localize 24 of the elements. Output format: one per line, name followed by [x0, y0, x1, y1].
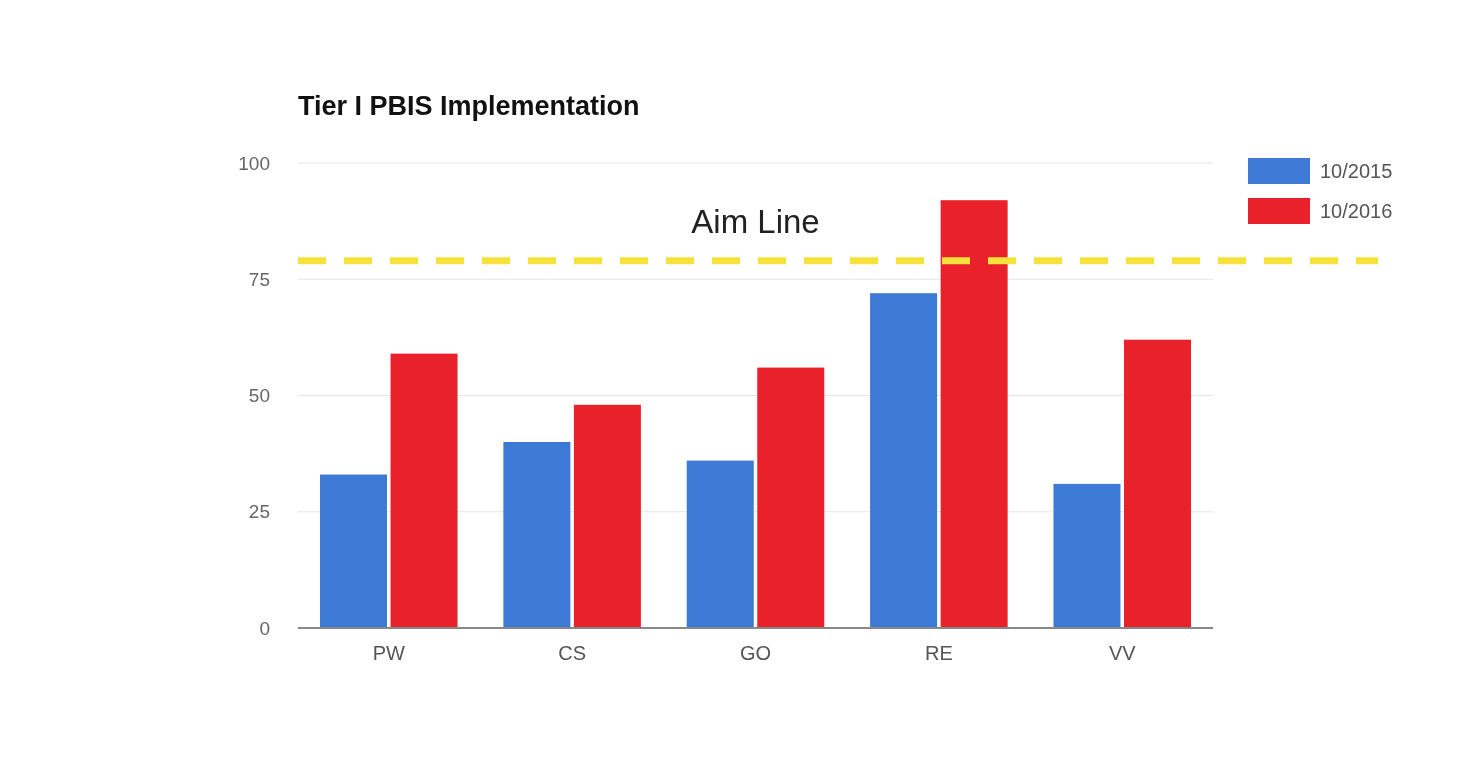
ref-line-label: Aim Line [691, 202, 820, 240]
y-tick-label: 25 [248, 501, 270, 523]
bar [503, 442, 571, 628]
bar [757, 367, 825, 628]
chart-title: Tier I PBIS Implementation [298, 91, 640, 121]
y-tick-label: 75 [248, 268, 270, 290]
bar [320, 474, 387, 628]
bar [940, 200, 1008, 628]
y-tick-label: 100 [238, 152, 270, 174]
bar [1053, 483, 1121, 628]
y-tick-label: 50 [248, 385, 270, 407]
bar [390, 353, 458, 628]
x-tick-label: RE [924, 642, 953, 664]
y-tick-label: 0 [259, 617, 270, 639]
bar [1124, 339, 1191, 628]
legend-label: 10/2015 [1320, 160, 1393, 182]
x-tick-label: GO [739, 642, 772, 664]
legend-label: 10/2016 [1320, 200, 1393, 222]
x-tick-label: CS [558, 642, 587, 664]
bar [870, 293, 938, 628]
x-tick-label: VV [1108, 642, 1137, 664]
bar [686, 460, 754, 628]
x-tick-label: PW [372, 642, 405, 664]
bar [573, 404, 641, 628]
